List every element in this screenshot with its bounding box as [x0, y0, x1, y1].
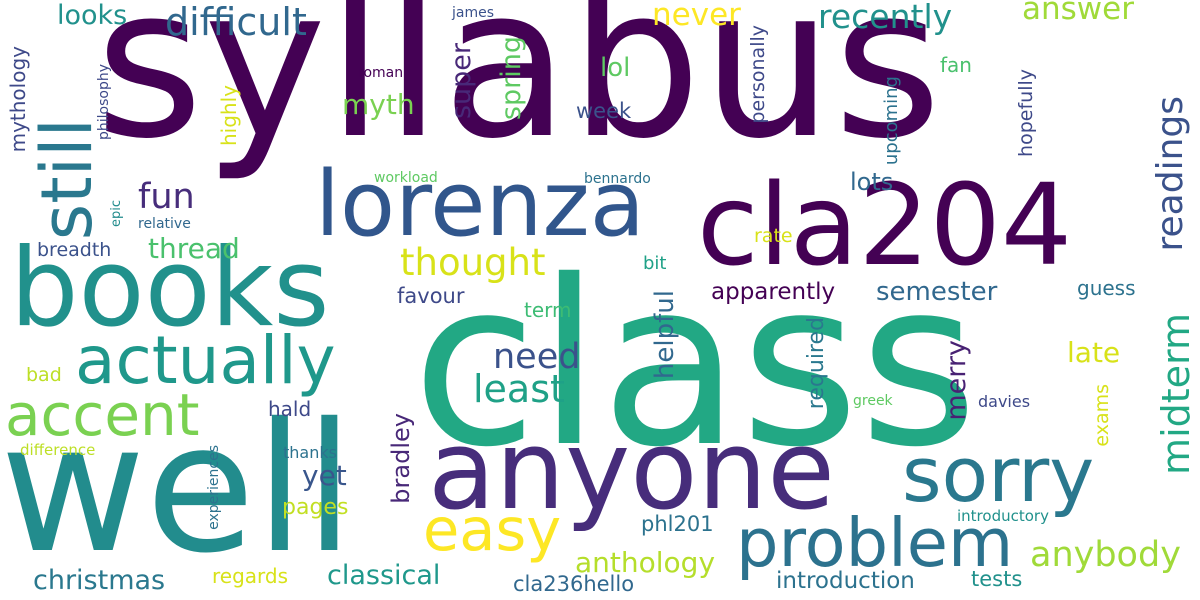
word-favour: favour	[397, 284, 465, 308]
word-roman: roman	[358, 65, 404, 81]
word-tests: tests	[971, 567, 1023, 591]
word-apparently: apparently	[711, 279, 836, 305]
word-least: least	[473, 367, 565, 411]
word-workload: workload	[374, 170, 438, 186]
word-introductory: introductory	[957, 507, 1049, 525]
word-rate: rate	[754, 225, 793, 247]
word-still: still	[26, 118, 108, 241]
word-helpful: helpful	[650, 290, 680, 380]
word-lorenza: lorenza	[315, 152, 645, 257]
word-lol: lol	[600, 53, 631, 83]
word-epic: epic	[109, 200, 124, 228]
word-looks: looks	[57, 0, 128, 31]
word-spring: spring	[496, 36, 527, 121]
word-difference: difference	[20, 441, 96, 459]
word-actually: actually	[75, 322, 336, 399]
word-myth: myth	[342, 88, 415, 121]
word-cla236hello: cla236hello	[513, 572, 635, 596]
word-midterm: midterm	[1154, 313, 1198, 475]
word-bennardo: bennardo	[584, 171, 651, 187]
word-personally: personally	[747, 25, 769, 124]
word-need: need	[493, 337, 581, 377]
word-recently: recently	[818, 0, 953, 36]
word-philosophy: philosophy	[96, 64, 112, 141]
word-books: books	[10, 226, 330, 351]
word-readings: readings	[1150, 96, 1191, 252]
word-sorry: sorry	[902, 430, 1095, 519]
word-bit: bit	[643, 253, 667, 274]
word-required: required	[804, 317, 829, 410]
word-semester: semester	[876, 277, 998, 307]
word-class: class	[412, 231, 978, 497]
word-james: james	[452, 5, 495, 21]
word-never: never	[652, 0, 741, 33]
word-problem: problem	[736, 504, 1014, 582]
word-anyone: anyone	[428, 406, 835, 534]
word-fan: fan	[940, 53, 972, 77]
word-difficult: difficult	[165, 0, 307, 44]
word-anybody: anybody	[1030, 535, 1181, 575]
word-yet: yet	[302, 459, 347, 492]
word-guess: guess	[1077, 276, 1136, 300]
word-christmas: christmas	[33, 565, 166, 596]
word-greek: greek	[853, 393, 893, 409]
word-merry: merry	[941, 340, 972, 421]
word-bradley: bradley	[387, 413, 415, 504]
word-well: well	[0, 385, 355, 592]
word-accent: accent	[5, 381, 200, 449]
word-thought: thought	[400, 241, 546, 284]
word-relative: relative	[138, 216, 191, 232]
word-syllabus: syllabus	[95, 0, 942, 185]
word-answer: answer	[1022, 0, 1134, 27]
word-breadth: breadth	[37, 239, 112, 261]
word-thanks: thanks	[283, 443, 337, 462]
word-experiences: experiences	[206, 445, 222, 530]
word-thread: thread	[148, 232, 240, 265]
word-lots: lots	[850, 168, 894, 196]
word-upcoming: upcoming	[881, 76, 902, 166]
word-pages: pages	[282, 495, 349, 520]
word-super: super	[446, 43, 477, 120]
word-highly: highly	[217, 85, 241, 146]
word-term: term	[524, 298, 572, 322]
word-week: week	[576, 99, 632, 123]
word-regards: regards	[212, 564, 289, 588]
word-introduction: introduction	[776, 568, 915, 594]
word-classical: classical	[327, 560, 441, 591]
word-anthology: anthology	[575, 546, 716, 579]
word-phl201: phl201	[641, 512, 714, 536]
word-davies: davies	[978, 392, 1031, 411]
word-exams: exams	[1091, 384, 1113, 447]
word-hald: hald	[268, 397, 312, 421]
word-fun: fun	[138, 177, 195, 217]
word-late: late	[1067, 336, 1121, 369]
word-bad: bad	[26, 364, 62, 386]
word-mythology: mythology	[6, 46, 30, 153]
word-hopefully: hopefully	[1015, 69, 1037, 157]
word-easy: easy	[423, 495, 562, 564]
word-cla204: cla204	[697, 161, 1073, 291]
